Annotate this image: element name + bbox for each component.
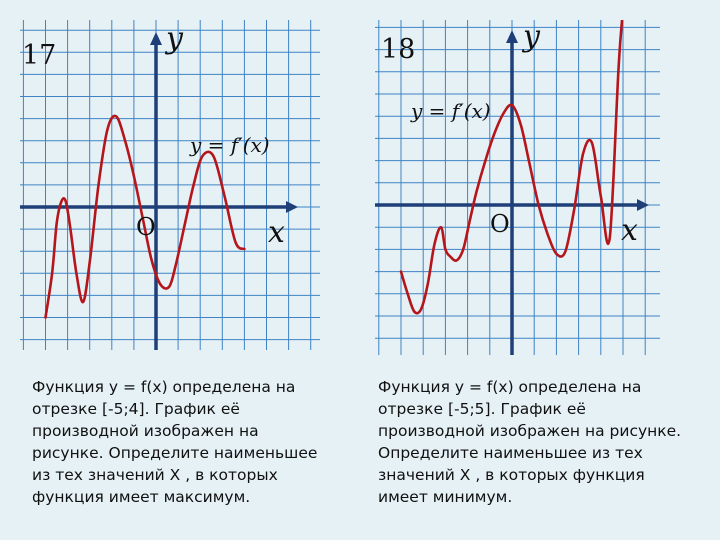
origin-label-18: O	[490, 210, 510, 238]
x-axis-arrow-17	[286, 201, 298, 213]
graph-17-svg: 17 y x O y = f′(x)	[20, 20, 320, 350]
x-axis-label-17: x	[268, 215, 285, 250]
x-axis-arrow-18	[637, 199, 649, 211]
y-axis-arrow-18	[506, 30, 518, 43]
y-axis-label-18: y	[521, 20, 541, 54]
grid-17	[20, 20, 320, 350]
y-axis-label-17: y	[164, 21, 184, 56]
graph-18-svg: 18 y x O y = f′(x)	[375, 20, 660, 355]
derivative-curve-17	[44, 114, 246, 319]
problem-text-17: Функция y = f(x) определена на отрезке […	[32, 378, 318, 506]
origin-label-17: O	[136, 213, 156, 241]
function-label-18: y = f′(x)	[410, 99, 491, 123]
problem-number-17: 17	[22, 40, 56, 71]
graph-panel-18: 18 y x O y = f′(x)	[375, 20, 660, 355]
problem-number-18: 18	[381, 34, 415, 65]
x-axis-label-18: x	[621, 213, 638, 248]
y-axis-arrow-17	[150, 32, 162, 45]
problem-text-18: Функция y = f(x) определена на отрезке […	[378, 378, 682, 506]
graph-panel-17: 17 y x O y = f′(x)	[20, 20, 320, 350]
function-label-17: y = f′(x)	[189, 133, 270, 157]
derivative-curve-18	[399, 20, 624, 315]
